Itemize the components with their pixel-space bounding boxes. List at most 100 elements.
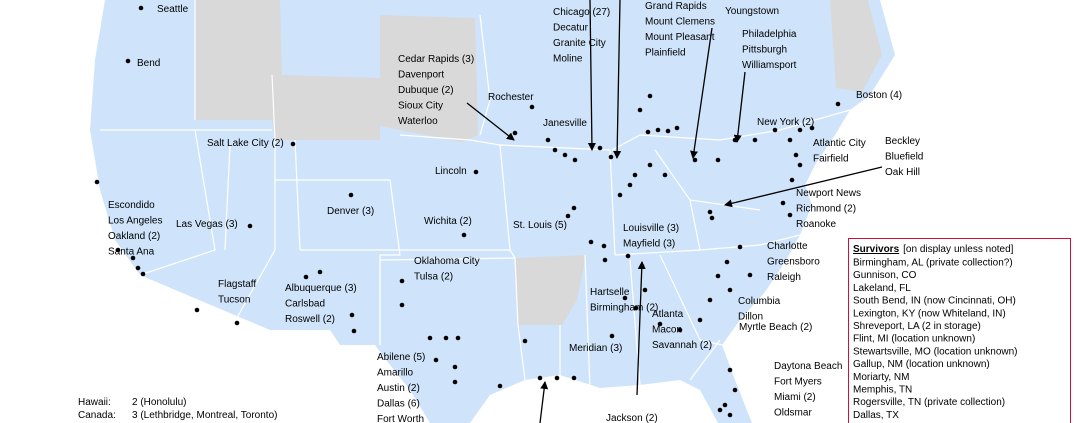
city-label: Janesville: [543, 118, 587, 129]
city-label: Columbia: [738, 296, 781, 307]
city-dot: [588, 239, 594, 245]
city-dot: [633, 305, 639, 311]
city-dot: [674, 125, 680, 131]
city-label: Amarillo: [377, 368, 414, 379]
city-label: Los Angeles: [108, 216, 163, 227]
city-dot: [715, 273, 721, 279]
legend-entry: Stewartsville, MO (location unknown): [853, 346, 1018, 357]
city-dot: [797, 162, 803, 168]
city-dot: [707, 297, 713, 303]
city-dot: [665, 128, 671, 134]
legend-entry: Lakeland, FL: [853, 283, 911, 294]
legend-entry: Memphis, TN: [853, 385, 912, 396]
city-label: Carlsbad: [285, 299, 325, 310]
legend-entry: Gunnison, CO: [853, 270, 917, 281]
legend-note: unless noted]: [954, 244, 1014, 255]
city-label: Salt Lake City (2): [207, 138, 284, 149]
city-dot: [452, 364, 458, 370]
city-dot: [562, 152, 568, 158]
city-dot: [793, 152, 799, 158]
city-label: Meridian (3): [569, 343, 622, 354]
city-dot: [645, 129, 651, 135]
legend-box: [848, 238, 1071, 423]
city-label: Las Vegas (3): [176, 219, 238, 230]
city-label: Dillon: [738, 312, 763, 323]
city-dot: [647, 162, 653, 168]
city-dot: [835, 101, 841, 107]
city-dot: [772, 127, 778, 133]
city-label: Waterloo: [398, 116, 438, 127]
city-label: Fort Worth: [377, 414, 424, 423]
city-label: Mount Clemens: [645, 17, 715, 28]
city-label: Newport News: [796, 188, 861, 199]
legend-entry: Dallas, TX: [853, 410, 899, 421]
city-label: Louisville (3): [623, 223, 679, 234]
city-label: Lincoln: [435, 166, 467, 177]
city-label: Mayfield (3): [623, 239, 675, 250]
city-label: Tucson: [218, 295, 250, 306]
city-dot: [545, 137, 551, 143]
city-dot: [572, 157, 578, 163]
city-label: Charlotte: [767, 241, 808, 252]
city-label: Atlanta: [652, 309, 684, 320]
city-dot: [529, 104, 535, 110]
legend-entry: Rogersville, TN (private collection): [853, 397, 1005, 408]
legend-entry: Flint, MI (location unknown): [853, 334, 975, 345]
arrow: [539, 381, 549, 423]
city-dot: [709, 215, 715, 221]
legend-entry: Moriarty, NM: [853, 372, 909, 383]
legend-entry: Shreveport, LA (2 in storage): [853, 321, 981, 332]
city-label: Youngstown: [725, 6, 779, 17]
city-dot: [552, 147, 558, 153]
city-label: Daytona Beach: [774, 361, 842, 372]
city-dot: [717, 407, 723, 413]
city-dot: [522, 338, 528, 344]
city-dot: [399, 278, 405, 284]
city-dot: [497, 383, 503, 389]
city-dot: [94, 179, 100, 185]
city-label: Escondido: [108, 200, 155, 211]
city-dot: [565, 213, 571, 219]
city-label: Atlantic City: [813, 138, 866, 149]
city-dot: [655, 127, 661, 133]
city-label: Jackson (2): [606, 413, 658, 423]
city-label: Macon: [652, 325, 682, 336]
city-dot: [348, 192, 354, 198]
city-dot: [715, 157, 721, 163]
city-label: Roanoke: [796, 219, 836, 230]
legend-title: Survivors: [853, 244, 900, 255]
city-dot: [349, 312, 355, 318]
city-dot: [617, 192, 623, 198]
city-dot: [632, 172, 638, 178]
city-dot: [303, 274, 309, 280]
city-dot: [732, 387, 738, 393]
city-label: Rochester: [488, 92, 534, 103]
city-dot: [662, 172, 668, 178]
city-dot: [627, 182, 633, 188]
arrow: [587, 0, 596, 151]
city-dot: [647, 93, 653, 99]
city-dot: [130, 255, 136, 261]
city-dot: [455, 335, 461, 341]
city-label: Oklahoma City: [414, 256, 480, 267]
city-label: Beckley: [885, 136, 920, 147]
city-dot: [461, 232, 467, 238]
city-dot: [427, 335, 433, 341]
legend-entry: Gallup, NM (location unknown): [853, 359, 990, 370]
city-dot: [473, 169, 479, 175]
city-label: Granite City: [553, 38, 606, 49]
city-dot: [609, 333, 615, 339]
legend-entry: Birmingham, AL (private collection?): [853, 258, 1013, 269]
city-label: Santa Ana: [108, 247, 155, 258]
city-dot: [234, 320, 240, 326]
city-dot: [597, 145, 603, 151]
arrow: [690, 27, 713, 159]
city-label: Moline: [553, 54, 583, 65]
city-label: Plainfield: [645, 48, 686, 59]
city-label: Fairfield: [813, 154, 849, 165]
arrow: [466, 102, 515, 141]
city-dot: [787, 212, 793, 218]
city-label: St. Louis (5): [513, 220, 567, 231]
footnote-label: Hawaii:: [78, 397, 111, 408]
